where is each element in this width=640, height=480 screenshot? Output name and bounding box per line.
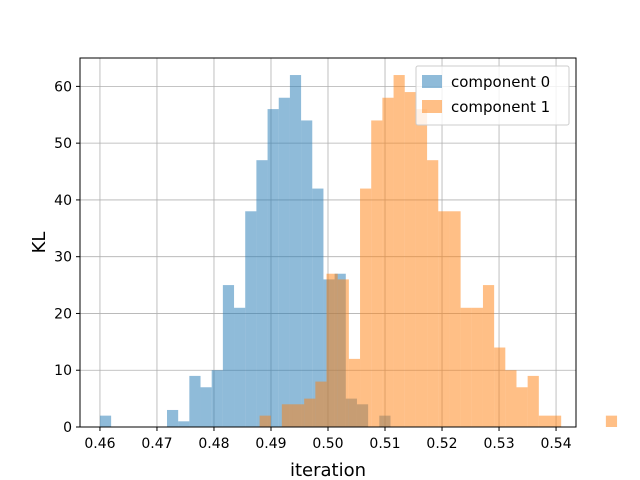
y-tick-label: 50 bbox=[54, 136, 72, 152]
x-tick-label: 0.46 bbox=[84, 436, 115, 452]
x-tick-label: 0.51 bbox=[369, 436, 400, 452]
histogram-bar-series-1 bbox=[415, 109, 428, 427]
bars bbox=[99, 75, 618, 428]
histogram-bar-series-0 bbox=[211, 370, 223, 427]
histogram-bar-series-0 bbox=[278, 97, 290, 427]
x-axis-label: iteration bbox=[290, 460, 366, 480]
histogram-bar-series-0 bbox=[312, 188, 324, 427]
histogram-bar-series-0 bbox=[234, 307, 246, 427]
histogram-bar-series-0 bbox=[189, 375, 201, 427]
histogram-bar-series-1 bbox=[471, 307, 483, 427]
x-axis: 0.46 0.47 0.48 0.49 0.50 0.51 0.52 0.53 0.54 bbox=[84, 427, 572, 452]
histogram-bar-series-1 bbox=[348, 358, 361, 427]
x-tick-label: 0.54 bbox=[540, 436, 571, 452]
histogram-bar-series-2 bbox=[259, 415, 271, 427]
histogram-bar-series-1 bbox=[326, 273, 338, 427]
x-tick-label: 0.48 bbox=[198, 436, 229, 452]
histogram-bar-series-1 bbox=[304, 398, 316, 427]
histogram-bar-series-1 bbox=[315, 381, 327, 427]
histogram-bar-series-1 bbox=[527, 375, 539, 427]
histogram-bar-series-1 bbox=[538, 415, 551, 427]
histogram-bar-series-0 bbox=[222, 285, 235, 427]
histogram-bar-series-1 bbox=[438, 211, 450, 427]
legend: component 0 component 1 bbox=[415, 65, 570, 126]
y-tick-label: 0 bbox=[63, 420, 72, 436]
histogram-bar-series-0 bbox=[301, 120, 313, 427]
legend-box bbox=[415, 65, 570, 126]
y-tick-label: 10 bbox=[54, 363, 72, 379]
histogram-bar-series-1 bbox=[516, 387, 528, 427]
y-axis-label: KL bbox=[29, 232, 50, 254]
histogram-bar-series-1 bbox=[404, 92, 416, 428]
histogram-bar-series-1 bbox=[371, 120, 383, 427]
histogram-bar-series-1 bbox=[482, 285, 495, 427]
histogram-bar-series-0 bbox=[166, 409, 179, 427]
histogram-bar-series-1 bbox=[337, 279, 349, 427]
histogram-bar-series-0 bbox=[245, 211, 257, 427]
x-tick-label: 0.50 bbox=[312, 436, 343, 452]
y-axis: 0 10 20 30 40 50 60 bbox=[54, 79, 80, 436]
histogram-bar-series-1 bbox=[550, 415, 562, 427]
histogram-bar-series-0 bbox=[99, 415, 112, 427]
histogram-bar-series-1 bbox=[505, 370, 517, 427]
legend-label: component 1 bbox=[451, 98, 550, 116]
x-tick-label: 0.53 bbox=[483, 436, 514, 452]
x-tick-label: 0.52 bbox=[426, 436, 457, 452]
histogram-bar-series-0 bbox=[200, 387, 212, 427]
x-tick-label: 0.47 bbox=[141, 436, 172, 452]
histogram-bar-series-1 bbox=[494, 347, 506, 427]
histogram-bar-series-1 bbox=[427, 160, 439, 427]
histogram-bar-series-1 bbox=[393, 75, 405, 428]
y-tick-label: 20 bbox=[54, 306, 72, 322]
y-tick-label: 30 bbox=[54, 250, 72, 266]
histogram-bar-series-1 bbox=[292, 404, 305, 427]
x-tick-label: 0.49 bbox=[255, 436, 286, 452]
y-tick-label: 40 bbox=[54, 193, 72, 209]
histogram-bar-series-0 bbox=[289, 75, 302, 428]
histogram-bar-series-0 bbox=[267, 109, 279, 427]
histogram-bar-series-1 bbox=[281, 404, 293, 427]
histogram-bar-series-1 bbox=[460, 307, 472, 427]
histogram-bar-series-0 bbox=[256, 160, 268, 427]
histogram-bar-series-0 bbox=[178, 421, 190, 427]
histogram-bar-series-1 bbox=[605, 415, 618, 427]
y-tick-label: 60 bbox=[54, 79, 72, 95]
legend-label: component 0 bbox=[451, 73, 550, 91]
histogram-bar-series-1 bbox=[382, 97, 394, 427]
legend-swatch bbox=[422, 75, 442, 88]
histogram-bar-series-1 bbox=[449, 211, 461, 427]
legend-swatch bbox=[422, 100, 442, 113]
histogram-bar-series-1 bbox=[360, 188, 372, 427]
